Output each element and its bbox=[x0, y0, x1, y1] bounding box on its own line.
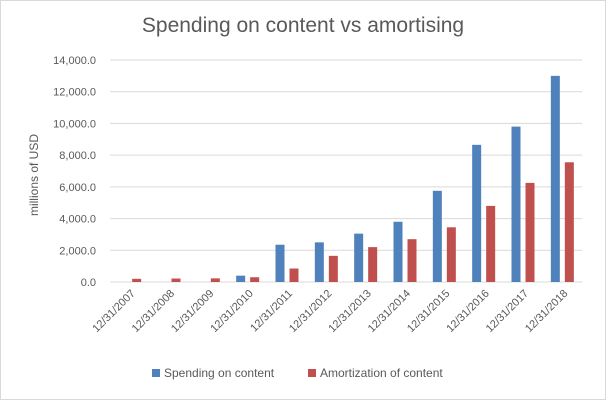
bar-amortization-4 bbox=[289, 268, 299, 282]
bar-spending-10 bbox=[511, 126, 521, 282]
bar-spending-7 bbox=[393, 221, 403, 282]
legend: Spending on content Amortization of conte… bbox=[152, 366, 443, 380]
bar-amortization-8 bbox=[446, 227, 456, 282]
bar-amortization-5 bbox=[328, 255, 338, 282]
bar-amortization-10 bbox=[525, 182, 535, 282]
y-tick-label: 6,000.0 bbox=[59, 182, 96, 194]
bar-spending-4 bbox=[275, 244, 285, 282]
y-axis-label: millions of USD bbox=[27, 134, 41, 216]
y-tick-label: 2,000.0 bbox=[59, 245, 96, 257]
bar-amortization-6 bbox=[368, 247, 378, 282]
gridlines bbox=[110, 59, 582, 283]
legend-label: Spending on content bbox=[164, 366, 275, 380]
chart-title: Spending on content vs amortising bbox=[141, 14, 465, 37]
bar-amortization-1 bbox=[171, 278, 181, 282]
bar-amortization-2 bbox=[210, 278, 220, 282]
bar-amortization-3 bbox=[250, 277, 260, 282]
x-tick-label: 12/31/2018 bbox=[523, 288, 570, 335]
y-tick-label: 0.0 bbox=[81, 277, 96, 289]
bar-spending-6 bbox=[354, 233, 364, 282]
legend-swatch bbox=[308, 369, 316, 377]
y-tick-label: 14,000.0 bbox=[53, 55, 96, 67]
bar-spending-5 bbox=[314, 242, 324, 282]
x-tick-label: 12/31/2010 bbox=[208, 288, 255, 335]
bar-amortization-9 bbox=[486, 205, 496, 282]
bar-spending-8 bbox=[432, 190, 442, 282]
y-tick-label: 4,000.0 bbox=[59, 214, 96, 226]
legend-label: Amortization of content bbox=[320, 366, 443, 380]
y-tick-label: 8,000.0 bbox=[59, 150, 96, 162]
y-tick-labels: 0.0 2,000.0 4,000.0 6,000.0 8,000.0 10,000.0 1… bbox=[53, 55, 96, 289]
bar-marks bbox=[132, 75, 574, 282]
bar-spending-11 bbox=[550, 75, 560, 282]
legend-swatch bbox=[152, 369, 160, 377]
x-tick-labels: 12/31/200712/31/200812/31/200912/31/2010… bbox=[90, 288, 570, 335]
y-tick-label: 10,000.0 bbox=[53, 118, 96, 130]
bar-amortization-0 bbox=[132, 278, 142, 282]
bar-amortization-7 bbox=[407, 239, 417, 282]
y-tick-label: 12,000.0 bbox=[53, 87, 96, 99]
bar-spending-3 bbox=[236, 275, 246, 282]
bar-amortization-11 bbox=[564, 162, 574, 282]
bar-spending-9 bbox=[472, 144, 482, 282]
